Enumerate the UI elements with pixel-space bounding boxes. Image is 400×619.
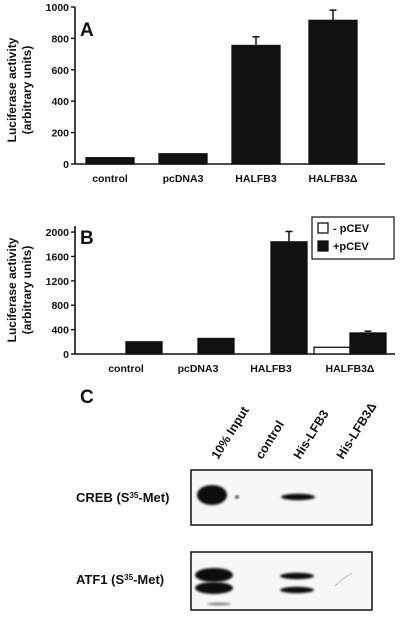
panel-b-bar xyxy=(349,332,387,355)
band-creb-control xyxy=(235,495,239,499)
panel-b-category-label: HALFB3Δ xyxy=(326,363,375,375)
panel-b-ytick-label: 800 xyxy=(51,300,69,312)
panel-b-ytick-label: 400 xyxy=(51,325,69,337)
panel-a-ylabel: Luciferase activity xyxy=(5,37,19,142)
panel-b-bar xyxy=(125,341,163,355)
band-creb-input xyxy=(197,485,227,505)
legend-label-plus-pcev: +pCEV xyxy=(333,241,369,253)
gel-label-atf1: ATF1 (S35-Met) xyxy=(76,572,164,587)
panel-a-bar xyxy=(231,44,281,165)
legend-label-minus-pcev: - pCEV xyxy=(333,223,370,235)
panel-b-category-label: pcDNA3 xyxy=(178,363,219,375)
panel-a-ylabel-units: (arbitrary units) xyxy=(20,46,34,135)
panel-a-chart: A Luciferase activity (arbitrary units) … xyxy=(5,2,385,185)
band-atf1-input-lower xyxy=(195,582,233,594)
band-atf1-input-faint xyxy=(207,602,231,606)
panel-a-ytick-label: 1000 xyxy=(46,2,70,14)
panel-b-category-label: control xyxy=(108,363,144,375)
panel-a-ytick-label: 600 xyxy=(51,65,69,77)
band-atf1-input-upper xyxy=(195,568,233,582)
panel-b-chart: B Luciferase activity (arbitrary units) … xyxy=(5,216,395,375)
legend-swatch-minus-pcev xyxy=(317,222,329,234)
panel-b-ylabel-units: (arbitrary units) xyxy=(20,246,34,335)
panel-b-ylabel: Luciferase activity xyxy=(5,237,19,342)
lane-label-control: control xyxy=(253,418,287,461)
panel-b-bar xyxy=(270,241,308,355)
panel-a-category-label: HALFB3Δ xyxy=(309,173,358,185)
panel-a-ytick-label: 200 xyxy=(51,128,69,140)
lane-label-input: 10% Input xyxy=(209,403,253,461)
panel-c-blot: C 10% Input control His-LFB3 His-LFB3Δ C… xyxy=(76,387,380,611)
panel-a-ytick-label: 400 xyxy=(51,96,69,108)
panel-c-label: C xyxy=(80,387,94,408)
panel-b-ytick-label: 1600 xyxy=(46,251,70,263)
legend-swatch-plus-pcev xyxy=(317,240,329,252)
panel-b-label: B xyxy=(80,228,94,249)
panel-b-ytick-label: 1200 xyxy=(46,276,70,288)
band-atf1-his-lfb3-delta-smear xyxy=(334,572,353,587)
panel-a-bar xyxy=(158,153,208,165)
panel-b-category-label: HALFB3 xyxy=(250,363,292,375)
panel-a-category-label: pcDNA3 xyxy=(163,173,204,185)
panel-a-category-label: HALFB3 xyxy=(235,173,277,185)
panel-a-category-label: control xyxy=(92,173,128,185)
lane-label-his-lfb3: His-LFB3 xyxy=(291,408,332,462)
band-atf1-his-lfb3-upper xyxy=(280,572,314,580)
panel-b-bar xyxy=(313,346,351,355)
panel-a-ytick-label: 0 xyxy=(63,159,69,171)
panel-b-legend: - pCEV +pCEV xyxy=(311,216,395,260)
panel-a-label: A xyxy=(80,20,94,41)
gel-label-creb: CREB (S35-Met) xyxy=(76,490,169,505)
panel-a-bar xyxy=(85,157,135,165)
panel-b-ytick-label: 2000 xyxy=(46,227,70,239)
panel-a-bar xyxy=(308,19,358,165)
panel-b-ytick-label: 0 xyxy=(63,349,69,361)
band-atf1-his-lfb3-lower xyxy=(280,586,314,594)
panel-b-bar xyxy=(197,337,235,355)
lane-label-his-lfb3-delta: His-LFB3Δ xyxy=(334,400,380,462)
band-creb-his-lfb3 xyxy=(281,493,315,501)
panel-a-ytick-label: 800 xyxy=(51,33,69,45)
